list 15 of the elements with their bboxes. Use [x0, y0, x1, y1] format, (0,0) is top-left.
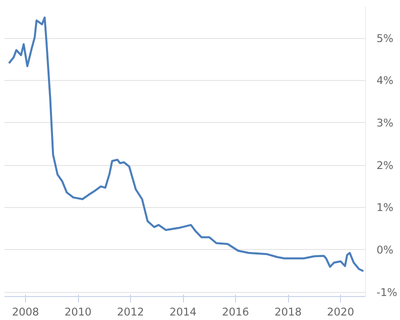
- y-tick-label: 0%: [376, 243, 394, 256]
- x-tick-label: 2020: [327, 306, 354, 318]
- y-tick-label: 5%: [376, 32, 394, 45]
- y-tick-label: 3%: [376, 116, 394, 130]
- y-tick-label: 1%: [376, 201, 394, 214]
- x-tick-label: 2016: [222, 306, 250, 318]
- x-tick-label: 2018: [274, 306, 302, 318]
- x-tick-label: 2012: [116, 306, 144, 318]
- y-tick-label: 2%: [376, 158, 394, 172]
- y-tick-label: 4%: [376, 74, 394, 88]
- line-series: [8, 16, 364, 272]
- x-tick-label: 2008: [12, 306, 40, 318]
- x-tick-label: 2010: [64, 306, 92, 318]
- y-tick-label: -1%: [376, 286, 398, 299]
- x-tick-label: 2014: [169, 306, 197, 318]
